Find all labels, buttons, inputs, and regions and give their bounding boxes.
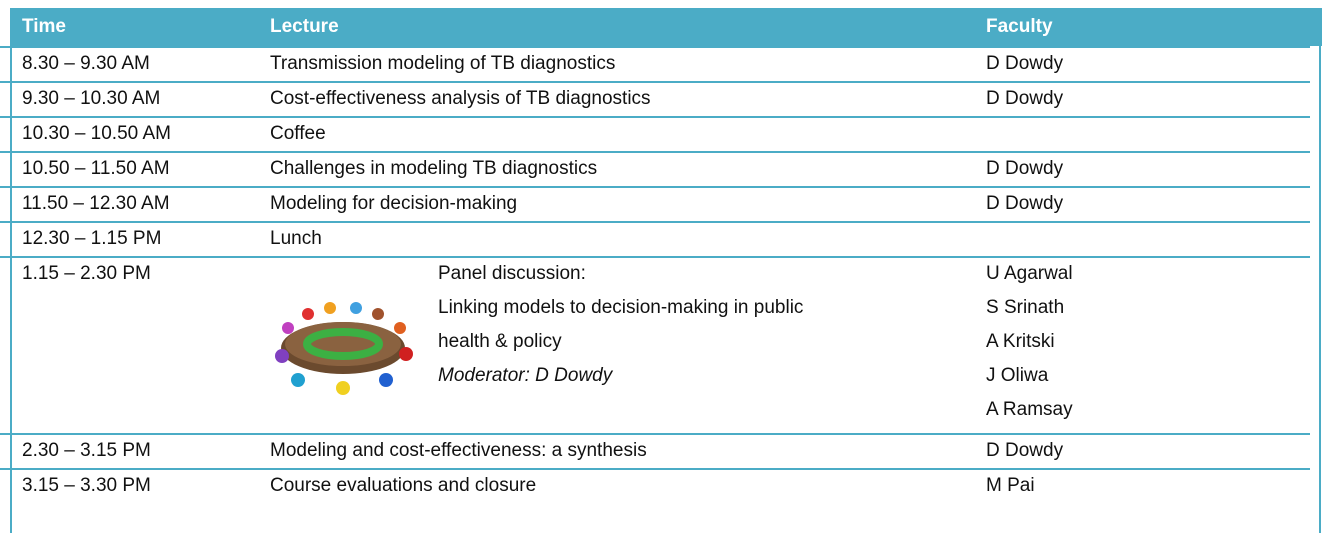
faculty-text: M Pai: [986, 475, 1035, 496]
faculty-text: D Dowdy: [986, 193, 1064, 214]
time-cell: 10.30 – 10.50 AM: [22, 123, 171, 144]
time-cell: 10.50 – 11.50 AM: [22, 158, 170, 179]
faculty-text: A Kritski: [986, 331, 1055, 352]
row-line: [0, 81, 1310, 83]
lecture-text: Transmission modeling of TB diagnostics: [270, 53, 616, 74]
header-row: [10, 8, 1322, 46]
panel-illustration: [275, 302, 413, 395]
left-border: [10, 8, 12, 533]
time-cell: 3.15 – 3.30 PM: [22, 475, 151, 496]
time-cell: 9.30 – 10.30 AM: [22, 88, 161, 109]
faculty-text: J Oliwa: [986, 365, 1049, 386]
faculty-text: D Dowdy: [986, 53, 1064, 74]
header-cell: Faculty: [986, 16, 1053, 37]
time-cell: 11.50 – 12.30 AM: [22, 193, 170, 214]
row-line: [0, 221, 1310, 223]
lecture-text: Cost-effectiveness analysis of TB diagno…: [270, 88, 651, 109]
faculty-text: U Agarwal: [986, 263, 1073, 284]
lecture-text: Course evaluations and closure: [270, 475, 537, 496]
faculty-text: A Ramsay: [986, 399, 1073, 420]
right-border: [1319, 8, 1321, 533]
lecture-text: Lunch: [270, 228, 322, 249]
time-cell: 8.30 – 9.30 AM: [22, 53, 150, 74]
lecture-text: Panel discussion:: [438, 263, 586, 284]
row-line: [0, 116, 1310, 118]
lecture-text: Challenges in modeling TB diagnostics: [270, 158, 598, 179]
header-cell: Time: [22, 16, 67, 37]
time-cell: 1.15 – 2.30 PM: [22, 263, 151, 284]
header-cell: Lecture: [270, 16, 339, 37]
lecture-text: Modeling for decision-making: [270, 193, 518, 214]
row-line: [0, 151, 1310, 153]
faculty-text: S Srinath: [986, 297, 1065, 318]
row-line: [0, 468, 1310, 470]
row-line: [0, 433, 1310, 435]
row-line: [0, 46, 1310, 48]
time-cell: 12.30 – 1.15 PM: [22, 228, 162, 249]
faculty-text: D Dowdy: [986, 440, 1064, 461]
lecture-text: Linking models to decision-making in pub…: [438, 297, 804, 318]
row-line: [0, 186, 1310, 188]
row-line: [0, 256, 1310, 258]
moderator-note: Moderator: D Dowdy: [438, 365, 613, 386]
lecture-text: health & policy: [438, 331, 562, 352]
lecture-text: Modeling and cost-effectiveness: a synth…: [270, 440, 647, 461]
time-cell: 2.30 – 3.15 PM: [22, 440, 151, 461]
faculty-text: D Dowdy: [986, 88, 1064, 109]
lecture-text: Coffee: [270, 123, 326, 144]
faculty-text: D Dowdy: [986, 158, 1064, 179]
